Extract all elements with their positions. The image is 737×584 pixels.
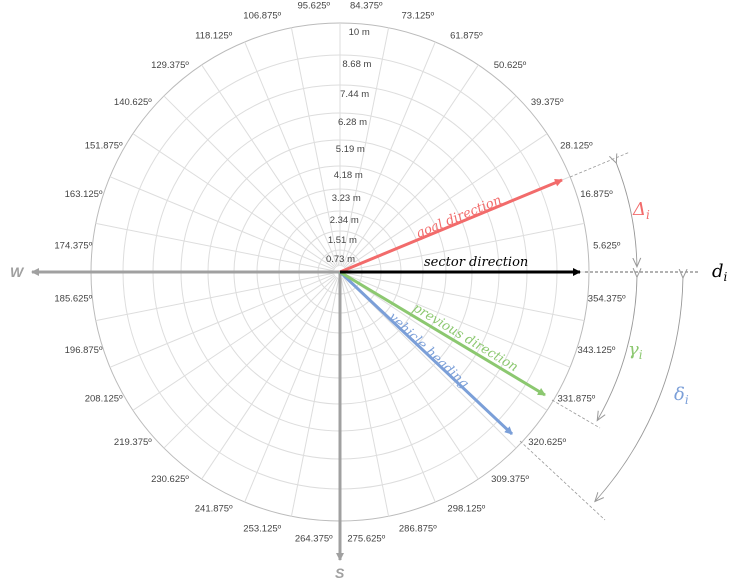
sector-angle-label: 129.375º xyxy=(151,60,189,71)
goal-direction-arrow xyxy=(339,178,563,274)
sector-boundary xyxy=(132,133,336,270)
ring-distance-label: 4.18 m xyxy=(334,170,363,181)
sector-angle-label: 241.875º xyxy=(195,503,233,514)
south-label: S xyxy=(335,565,345,581)
sector-boundary xyxy=(244,41,339,267)
ring-distance-label: 2.34 m xyxy=(330,215,359,226)
goal-direction-label: goal direction xyxy=(414,193,504,242)
sector-angle-label: 253.125º xyxy=(243,523,281,534)
sector-angle-label: 140.625º xyxy=(114,97,152,108)
vehicle-reference-line xyxy=(519,440,606,521)
sector-angle-label: 230.625º xyxy=(151,474,189,485)
sector-angle-label: 163.125º xyxy=(65,189,103,200)
sector-boundary xyxy=(342,276,479,480)
sector-boundary xyxy=(95,272,335,322)
sector-boundary xyxy=(244,277,339,503)
sector-boundary xyxy=(201,64,338,268)
sector-angle-label: 264.375º xyxy=(295,534,333,545)
sector-angle-label: 5.625º xyxy=(593,241,621,252)
sector-boundary xyxy=(343,95,517,269)
sector-angle-label: 106.875º xyxy=(243,11,281,22)
sector-angle-label: 331.875º xyxy=(557,393,595,404)
small-delta-angle-arc xyxy=(595,278,683,502)
d-i-symbol: di xyxy=(712,261,728,284)
sector-boundary xyxy=(340,277,390,517)
sector-boundary xyxy=(163,95,337,269)
sector-boundary xyxy=(109,176,335,271)
sector-angle-label: 73.125º xyxy=(402,11,435,22)
sector-boundary xyxy=(290,277,340,517)
ring-distance-label: 8.68 m xyxy=(342,59,371,70)
delta-i-symbol: δi xyxy=(674,384,689,407)
Delta-i-symbol: Δi xyxy=(632,199,650,222)
ring-distance-label: 1.51 m xyxy=(328,235,357,246)
gamma-i-symbol: γi xyxy=(628,339,643,362)
sector-angle-label: 95.625º xyxy=(297,0,330,11)
sector-boundary xyxy=(95,222,335,272)
sector-boundary xyxy=(201,276,338,480)
sector-angle-label: 185.625º xyxy=(54,293,92,304)
sector-angle-label: 174.375º xyxy=(54,241,92,252)
ring-distance-label: 10 m xyxy=(349,27,370,38)
vehicle-heading-arrow xyxy=(338,270,514,436)
ring-distance-label: 0.73 m xyxy=(326,254,355,265)
sector-angle-label: 50.625º xyxy=(494,60,527,71)
sector-boundary xyxy=(345,222,585,272)
sector-angle-label: 118.125º xyxy=(195,31,233,42)
sector-boundary xyxy=(344,133,548,270)
sector-boundary xyxy=(340,27,390,267)
sector-angle-label: 16.875º xyxy=(580,189,613,200)
sector-boundary xyxy=(345,272,585,322)
sector-boundary xyxy=(345,273,571,368)
ring-distance-label: 6.28 m xyxy=(338,117,367,128)
sector-angle-label: 343.125º xyxy=(578,345,616,356)
goal-reference-line xyxy=(569,151,631,178)
sector-boundary xyxy=(342,64,479,268)
previous-direction-arrow xyxy=(339,270,546,397)
ring-distance-label: 5.19 m xyxy=(336,144,365,155)
sector-angle-label: 320.625º xyxy=(528,437,566,448)
sector-boundary xyxy=(344,274,548,411)
sector-angle-label: 39.375º xyxy=(531,97,564,108)
sector-boundary xyxy=(132,274,336,411)
sector-boundary xyxy=(163,275,337,449)
sector-angle-label: 196.875º xyxy=(65,345,103,356)
sector-angle-label: 151.875º xyxy=(85,141,123,152)
sector-boundary xyxy=(109,273,335,368)
ring-labels: 0.73 m 1.51 m 2.34 m 3.23 m 4.18 m 5.19 m 6.28… xyxy=(326,27,372,265)
sector-boundary xyxy=(341,41,436,267)
sector-angle-label: 286.875º xyxy=(399,523,437,534)
sector-angle-label: 84.375º xyxy=(350,0,383,11)
sector-angle-label: 219.375º xyxy=(114,437,152,448)
sector-boundary xyxy=(290,27,340,267)
sector-angle-label: 208.125º xyxy=(85,393,123,404)
sector-angle-label: 309.375º xyxy=(491,474,529,485)
ring-distance-label: 3.23 m xyxy=(332,193,361,204)
west-label: W xyxy=(10,264,25,280)
delta-angle-arc xyxy=(616,163,637,267)
sector-angle-label: 354.375º xyxy=(588,293,626,304)
ring-distance-label: 7.44 m xyxy=(340,89,369,100)
previous-reference-line xyxy=(551,399,601,429)
sector-direction-label: sector direction xyxy=(424,255,528,270)
sector-boundary xyxy=(341,277,436,503)
sector-angle-label: 298.125º xyxy=(447,503,485,514)
sector-angle-label: 28.125º xyxy=(560,141,593,152)
sector-angle-label: 61.875º xyxy=(450,31,483,42)
sector-angle-label: 275.625º xyxy=(347,534,385,545)
